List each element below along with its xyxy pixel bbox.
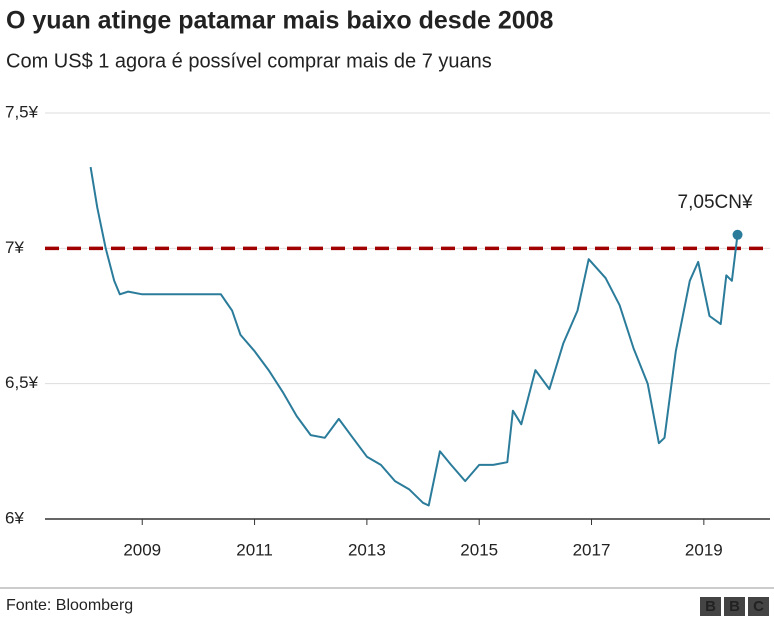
logo-letter: B [705, 598, 716, 615]
annotation-dot [732, 229, 743, 240]
y-tick-label: 7¥ [5, 238, 24, 257]
logo-letter: B [729, 598, 740, 615]
chart-title: O yuan atinge patamar mais baixo desde 2… [6, 7, 554, 35]
logo-letter: C [753, 598, 764, 615]
x-tick-label: 2009 [123, 540, 161, 559]
logo-box [748, 597, 769, 616]
x-tick-label: 2019 [685, 540, 723, 559]
annotation-label: 7,05CN¥ [678, 192, 753, 213]
x-tick-label: 2017 [573, 540, 611, 559]
y-tick-label: 6,5¥ [5, 373, 39, 392]
x-tick-label: 2011 [236, 540, 273, 559]
chart-subtitle: Com US$ 1 agora é possível comprar mais … [6, 50, 492, 72]
data-line [89, 166, 739, 507]
y-tick-label: 6¥ [5, 508, 24, 527]
logo-box [700, 597, 721, 616]
logo-box [724, 597, 745, 616]
source: Fonte: Bloomberg [6, 597, 133, 614]
x-tick-label: 2015 [460, 540, 498, 559]
y-tick-label: 7,5¥ [5, 102, 39, 121]
x-tick-label: 2013 [348, 540, 386, 559]
